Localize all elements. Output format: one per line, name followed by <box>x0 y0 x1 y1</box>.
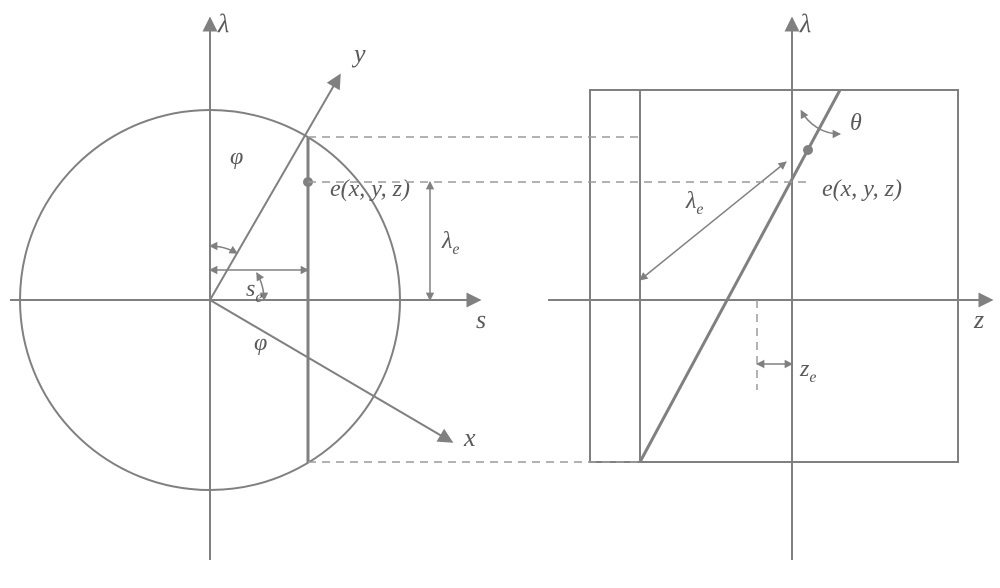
svg-text:λ: λ <box>217 9 229 38</box>
svg-text:λ: λ <box>799 9 811 38</box>
svg-text:y: y <box>351 39 366 68</box>
svg-text:φ: φ <box>230 144 243 170</box>
svg-text:e(x, y, z): e(x, y, z) <box>822 176 902 202</box>
diagram-canvas: sλyxφφseλee(x, y, z)zλθλezee(x, y, z) <box>0 0 1000 588</box>
svg-text:φ: φ <box>254 330 267 356</box>
svg-text:x: x <box>463 423 476 452</box>
svg-text:s: s <box>476 305 486 334</box>
svg-text:e(x, y, z): e(x, y, z) <box>330 176 410 202</box>
svg-text:θ: θ <box>850 110 862 136</box>
geometry-layer: sλyxφφseλee(x, y, z)zλθλezee(x, y, z) <box>0 0 1000 588</box>
svg-text:z: z <box>973 305 984 334</box>
